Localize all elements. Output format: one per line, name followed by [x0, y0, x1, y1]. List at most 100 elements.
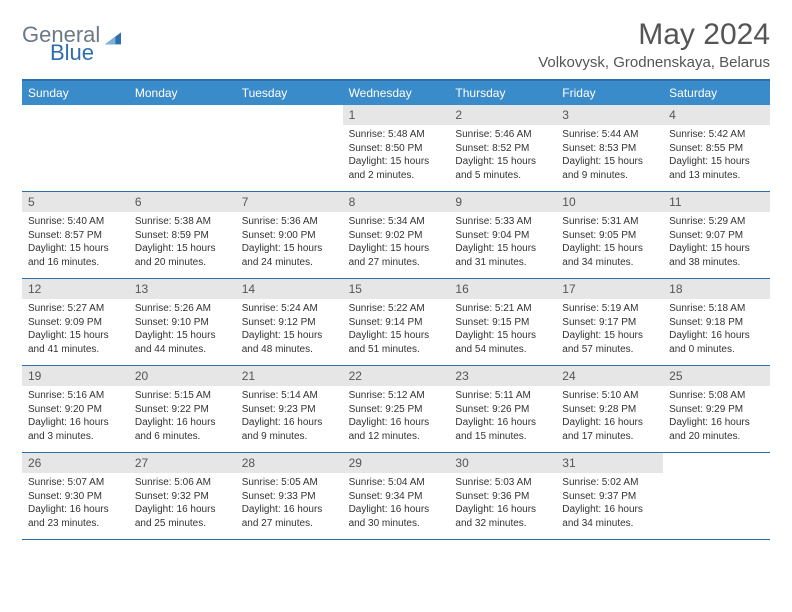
- day-cell: 3Sunrise: 5:44 AMSunset: 8:53 PMDaylight…: [556, 105, 663, 191]
- date-number: 24: [556, 366, 663, 386]
- day-cell: 7Sunrise: 5:36 AMSunset: 9:00 PMDaylight…: [236, 192, 343, 278]
- day-cell: 30Sunrise: 5:03 AMSunset: 9:36 PMDayligh…: [449, 453, 556, 539]
- calendar: SundayMondayTuesdayWednesdayThursdayFrid…: [22, 79, 770, 540]
- day-details: Sunrise: 5:36 AMSunset: 9:00 PMDaylight:…: [236, 212, 343, 275]
- date-number: 13: [129, 279, 236, 299]
- date-number: 3: [556, 105, 663, 125]
- weekday-header-row: SundayMondayTuesdayWednesdayThursdayFrid…: [22, 81, 770, 105]
- day-cell: 13Sunrise: 5:26 AMSunset: 9:10 PMDayligh…: [129, 279, 236, 365]
- empty-cell: .: [236, 105, 343, 191]
- day-cell: 5Sunrise: 5:40 AMSunset: 8:57 PMDaylight…: [22, 192, 129, 278]
- day-details: Sunrise: 5:24 AMSunset: 9:12 PMDaylight:…: [236, 299, 343, 362]
- day-cell: 14Sunrise: 5:24 AMSunset: 9:12 PMDayligh…: [236, 279, 343, 365]
- day-details: Sunrise: 5:38 AMSunset: 8:59 PMDaylight:…: [129, 212, 236, 275]
- day-details: Sunrise: 5:44 AMSunset: 8:53 PMDaylight:…: [556, 125, 663, 188]
- day-details: Sunrise: 5:31 AMSunset: 9:05 PMDaylight:…: [556, 212, 663, 275]
- week-row: 12Sunrise: 5:27 AMSunset: 9:09 PMDayligh…: [22, 279, 770, 366]
- day-cell: 31Sunrise: 5:02 AMSunset: 9:37 PMDayligh…: [556, 453, 663, 539]
- date-number: 12: [22, 279, 129, 299]
- day-cell: 26Sunrise: 5:07 AMSunset: 9:30 PMDayligh…: [22, 453, 129, 539]
- date-number: 1: [343, 105, 450, 125]
- day-cell: 22Sunrise: 5:12 AMSunset: 9:25 PMDayligh…: [343, 366, 450, 452]
- day-details: Sunrise: 5:15 AMSunset: 9:22 PMDaylight:…: [129, 386, 236, 449]
- day-details: Sunrise: 5:46 AMSunset: 8:52 PMDaylight:…: [449, 125, 556, 188]
- date-number: 23: [449, 366, 556, 386]
- day-details: Sunrise: 5:29 AMSunset: 9:07 PMDaylight:…: [663, 212, 770, 275]
- date-number: 10: [556, 192, 663, 212]
- weekday-header: Wednesday: [343, 81, 450, 105]
- day-details: Sunrise: 5:27 AMSunset: 9:09 PMDaylight:…: [22, 299, 129, 362]
- day-cell: 12Sunrise: 5:27 AMSunset: 9:09 PMDayligh…: [22, 279, 129, 365]
- month-title: May 2024: [538, 18, 770, 52]
- date-number: 28: [236, 453, 343, 473]
- date-number: 22: [343, 366, 450, 386]
- date-number: 30: [449, 453, 556, 473]
- empty-cell: .: [22, 105, 129, 191]
- day-cell: 17Sunrise: 5:19 AMSunset: 9:17 PMDayligh…: [556, 279, 663, 365]
- day-details: Sunrise: 5:16 AMSunset: 9:20 PMDaylight:…: [22, 386, 129, 449]
- day-details: Sunrise: 5:48 AMSunset: 8:50 PMDaylight:…: [343, 125, 450, 188]
- day-details: Sunrise: 5:22 AMSunset: 9:14 PMDaylight:…: [343, 299, 450, 362]
- day-cell: 15Sunrise: 5:22 AMSunset: 9:14 PMDayligh…: [343, 279, 450, 365]
- day-cell: 16Sunrise: 5:21 AMSunset: 9:15 PMDayligh…: [449, 279, 556, 365]
- day-cell: 10Sunrise: 5:31 AMSunset: 9:05 PMDayligh…: [556, 192, 663, 278]
- date-number: 14: [236, 279, 343, 299]
- day-cell: 25Sunrise: 5:08 AMSunset: 9:29 PMDayligh…: [663, 366, 770, 452]
- date-number: 25: [663, 366, 770, 386]
- day-cell: 23Sunrise: 5:11 AMSunset: 9:26 PMDayligh…: [449, 366, 556, 452]
- day-details: Sunrise: 5:12 AMSunset: 9:25 PMDaylight:…: [343, 386, 450, 449]
- day-details: Sunrise: 5:07 AMSunset: 9:30 PMDaylight:…: [22, 473, 129, 536]
- date-number: 17: [556, 279, 663, 299]
- day-cell: 6Sunrise: 5:38 AMSunset: 8:59 PMDaylight…: [129, 192, 236, 278]
- week-row: . . . 1Sunrise: 5:48 AMSunset: 8:50 PMDa…: [22, 105, 770, 192]
- day-details: Sunrise: 5:21 AMSunset: 9:15 PMDaylight:…: [449, 299, 556, 362]
- day-cell: 20Sunrise: 5:15 AMSunset: 9:22 PMDayligh…: [129, 366, 236, 452]
- date-number: 26: [22, 453, 129, 473]
- day-details: Sunrise: 5:14 AMSunset: 9:23 PMDaylight:…: [236, 386, 343, 449]
- day-details: Sunrise: 5:33 AMSunset: 9:04 PMDaylight:…: [449, 212, 556, 275]
- day-details: Sunrise: 5:04 AMSunset: 9:34 PMDaylight:…: [343, 473, 450, 536]
- weekday-header: Thursday: [449, 81, 556, 105]
- day-cell: 18Sunrise: 5:18 AMSunset: 9:18 PMDayligh…: [663, 279, 770, 365]
- empty-cell: .: [129, 105, 236, 191]
- empty-cell: .: [663, 453, 770, 539]
- day-details: Sunrise: 5:02 AMSunset: 9:37 PMDaylight:…: [556, 473, 663, 536]
- day-cell: 24Sunrise: 5:10 AMSunset: 9:28 PMDayligh…: [556, 366, 663, 452]
- day-details: Sunrise: 5:26 AMSunset: 9:10 PMDaylight:…: [129, 299, 236, 362]
- day-cell: 11Sunrise: 5:29 AMSunset: 9:07 PMDayligh…: [663, 192, 770, 278]
- week-row: 5Sunrise: 5:40 AMSunset: 8:57 PMDaylight…: [22, 192, 770, 279]
- day-cell: 1Sunrise: 5:48 AMSunset: 8:50 PMDaylight…: [343, 105, 450, 191]
- weekday-header: Sunday: [22, 81, 129, 105]
- weekday-header: Saturday: [663, 81, 770, 105]
- day-cell: 8Sunrise: 5:34 AMSunset: 9:02 PMDaylight…: [343, 192, 450, 278]
- date-number: 6: [129, 192, 236, 212]
- header: GeneralBlue May 2024 Volkovysk, Grodnens…: [22, 18, 770, 71]
- date-number: 18: [663, 279, 770, 299]
- week-row: 26Sunrise: 5:07 AMSunset: 9:30 PMDayligh…: [22, 453, 770, 540]
- day-details: Sunrise: 5:19 AMSunset: 9:17 PMDaylight:…: [556, 299, 663, 362]
- weekday-header: Tuesday: [236, 81, 343, 105]
- title-block: May 2024 Volkovysk, Grodnenskaya, Belaru…: [538, 18, 770, 71]
- day-details: Sunrise: 5:40 AMSunset: 8:57 PMDaylight:…: [22, 212, 129, 275]
- date-number: 29: [343, 453, 450, 473]
- date-number: 11: [663, 192, 770, 212]
- day-details: Sunrise: 5:18 AMSunset: 9:18 PMDaylight:…: [663, 299, 770, 362]
- date-number: 4: [663, 105, 770, 125]
- date-number: 15: [343, 279, 450, 299]
- date-number: 8: [343, 192, 450, 212]
- day-cell: 19Sunrise: 5:16 AMSunset: 9:20 PMDayligh…: [22, 366, 129, 452]
- day-cell: 28Sunrise: 5:05 AMSunset: 9:33 PMDayligh…: [236, 453, 343, 539]
- day-cell: 4Sunrise: 5:42 AMSunset: 8:55 PMDaylight…: [663, 105, 770, 191]
- day-details: Sunrise: 5:11 AMSunset: 9:26 PMDaylight:…: [449, 386, 556, 449]
- day-details: Sunrise: 5:05 AMSunset: 9:33 PMDaylight:…: [236, 473, 343, 536]
- day-cell: 21Sunrise: 5:14 AMSunset: 9:23 PMDayligh…: [236, 366, 343, 452]
- date-number: 16: [449, 279, 556, 299]
- date-number: 20: [129, 366, 236, 386]
- location-text: Volkovysk, Grodnenskaya, Belarus: [538, 54, 770, 71]
- day-details: Sunrise: 5:34 AMSunset: 9:02 PMDaylight:…: [343, 212, 450, 275]
- date-number: 21: [236, 366, 343, 386]
- logo: GeneralBlue: [22, 18, 124, 64]
- date-number: 31: [556, 453, 663, 473]
- day-cell: 27Sunrise: 5:06 AMSunset: 9:32 PMDayligh…: [129, 453, 236, 539]
- day-cell: 9Sunrise: 5:33 AMSunset: 9:04 PMDaylight…: [449, 192, 556, 278]
